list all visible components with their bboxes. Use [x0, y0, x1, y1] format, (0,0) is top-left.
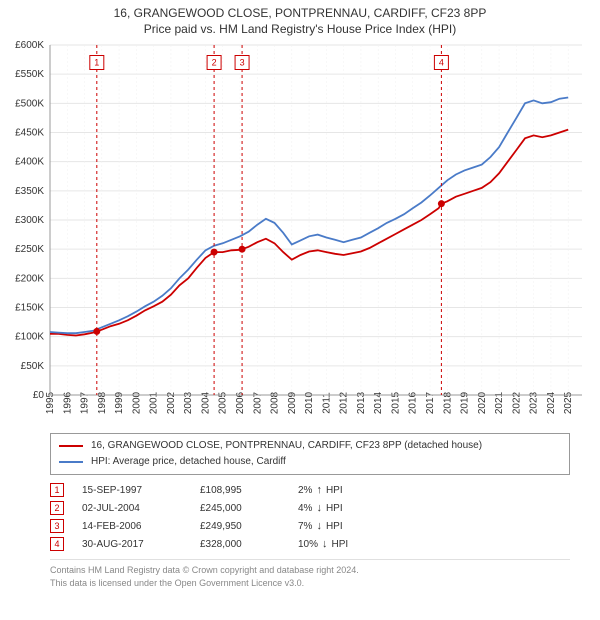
sale-price: £328,000: [200, 539, 280, 550]
sale-diff-pct: 7%: [298, 521, 312, 532]
svg-text:£100K: £100K: [15, 332, 44, 343]
sale-diff: 7% ↓ HPI: [298, 520, 388, 532]
chart-title-line1: 16, GRANGEWOOD CLOSE, PONTPRENNAU, CARDI…: [10, 6, 590, 22]
arrow-down-icon: ↓: [322, 538, 328, 550]
legend-row: HPI: Average price, detached house, Card…: [59, 454, 561, 470]
legend-label: 16, GRANGEWOOD CLOSE, PONTPRENNAU, CARDI…: [91, 438, 482, 454]
sale-marker-box: 1: [50, 483, 64, 497]
legend-swatch: [59, 445, 83, 447]
sale-date: 30-AUG-2017: [82, 539, 182, 550]
arrow-up-icon: ↑: [316, 484, 322, 496]
svg-text:1: 1: [94, 58, 99, 68]
svg-text:£550K: £550K: [15, 69, 44, 80]
sale-price: £249,950: [200, 521, 280, 532]
footer-attribution: Contains HM Land Registry data © Crown c…: [50, 559, 570, 589]
sale-diff-pct: 4%: [298, 503, 312, 514]
footer-line2: This data is licensed under the Open Gov…: [50, 577, 570, 590]
sale-marker-box: 4: [50, 537, 64, 551]
chart-title-line2: Price paid vs. HM Land Registry's House …: [10, 22, 590, 38]
legend-swatch: [59, 461, 83, 463]
svg-text:£300K: £300K: [15, 215, 44, 226]
sale-price: £108,995: [200, 485, 280, 496]
line-chart-svg: £0 £50K £100K £150K £200K £250K £300K £350K £400…: [0, 39, 600, 429]
svg-text:2: 2: [212, 58, 217, 68]
chart-area: £0 £50K £100K £150K £200K £250K £300K £350K £400…: [0, 39, 600, 429]
svg-text:3: 3: [240, 58, 245, 68]
sale-marker-box: 2: [50, 501, 64, 515]
sale-price: £245,000: [200, 503, 280, 514]
svg-text:4: 4: [439, 58, 444, 68]
sale-diff-suffix: HPI: [326, 485, 343, 496]
sale-diff: 2% ↑ HPI: [298, 484, 388, 496]
sale-marker-box: 3: [50, 519, 64, 533]
sale-diff-suffix: HPI: [326, 503, 343, 514]
svg-text:£200K: £200K: [15, 274, 44, 285]
sale-diff-pct: 10%: [298, 539, 318, 550]
sale-row: 2 02-JUL-2004 £245,000 4% ↓ HPI: [50, 499, 570, 517]
sale-row: 1 15-SEP-1997 £108,995 2% ↑ HPI: [50, 481, 570, 499]
arrow-down-icon: ↓: [316, 520, 322, 532]
sale-date: 02-JUL-2004: [82, 503, 182, 514]
sale-diff: 10% ↓ HPI: [298, 538, 388, 550]
sales-table: 1 15-SEP-1997 £108,995 2% ↑ HPI 2 02-JUL-2004 £2…: [50, 481, 570, 553]
footer-line1: Contains HM Land Registry data © Crown c…: [50, 564, 570, 577]
svg-text:£50K: £50K: [21, 361, 45, 372]
arrow-down-icon: ↓: [316, 502, 322, 514]
svg-text:£350K: £350K: [15, 186, 44, 197]
svg-text:£0: £0: [33, 390, 45, 401]
svg-text:£400K: £400K: [15, 157, 44, 168]
sale-diff-suffix: HPI: [332, 539, 349, 550]
svg-text:£150K: £150K: [15, 303, 44, 314]
svg-text:£500K: £500K: [15, 99, 44, 110]
sale-diff-pct: 2%: [298, 485, 312, 496]
sale-row: 4 30-AUG-2017 £328,000 10% ↓ HPI: [50, 535, 570, 553]
chart-title-block: 16, GRANGEWOOD CLOSE, PONTPRENNAU, CARDI…: [0, 0, 600, 39]
svg-text:£250K: £250K: [15, 244, 44, 255]
sale-row: 3 14-FEB-2006 £249,950 7% ↓ HPI: [50, 517, 570, 535]
legend-label: HPI: Average price, detached house, Card…: [91, 454, 286, 470]
sale-diff: 4% ↓ HPI: [298, 502, 388, 514]
svg-text:£600K: £600K: [15, 40, 44, 51]
sale-date: 14-FEB-2006: [82, 521, 182, 532]
sale-date: 15-SEP-1997: [82, 485, 182, 496]
legend: 16, GRANGEWOOD CLOSE, PONTPRENNAU, CARDI…: [50, 433, 570, 475]
legend-row: 16, GRANGEWOOD CLOSE, PONTPRENNAU, CARDI…: [59, 438, 561, 454]
sale-diff-suffix: HPI: [326, 521, 343, 532]
svg-text:£450K: £450K: [15, 128, 44, 139]
